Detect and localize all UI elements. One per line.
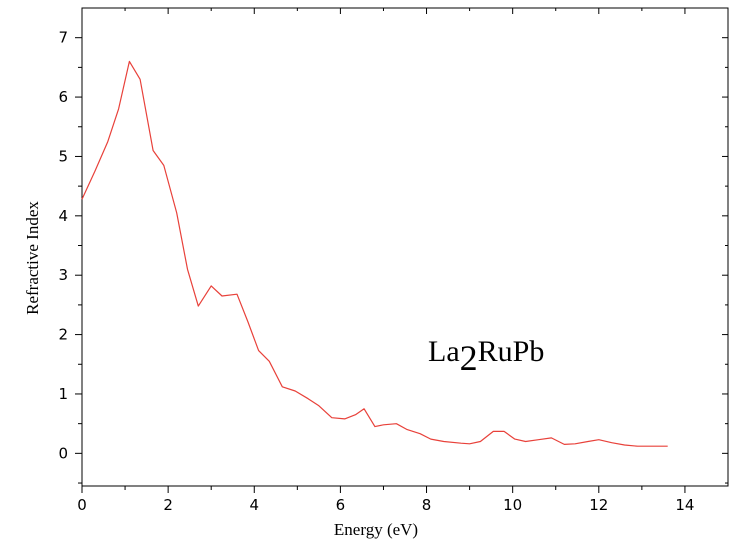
y-tick-label: 7	[58, 29, 68, 47]
x-axis-title: Energy (eV)	[334, 520, 418, 539]
ticks	[75, 8, 728, 493]
y-tick-label: 5	[58, 147, 68, 165]
x-tick-label: 14	[675, 496, 694, 514]
compound-label-base: La	[428, 335, 460, 368]
y-axis-title: Refractive Index	[23, 201, 42, 315]
y-tick-label: 1	[58, 385, 68, 403]
x-tick-label: 2	[163, 496, 173, 514]
axes-frame	[81, 7, 729, 487]
compound-label: La2RuPb	[428, 335, 544, 378]
y-tick-label: 2	[58, 326, 68, 344]
y-tick-label: 3	[58, 266, 68, 284]
x-tick-label: 4	[249, 496, 259, 514]
plot-frame	[81, 7, 729, 487]
compound-label-subscript: 2	[460, 338, 478, 378]
plot-area	[81, 60, 668, 447]
x-tick-label: 0	[77, 496, 87, 514]
x-tick-label: 8	[422, 496, 432, 514]
compound-label-rest: RuPb	[478, 335, 545, 368]
x-tick-label: 10	[503, 496, 522, 514]
y-tick-label: 0	[58, 444, 68, 462]
y-tick-label: 4	[58, 207, 68, 225]
y-tick-label: 6	[58, 88, 68, 106]
x-tick-label: 6	[336, 496, 346, 514]
x-tick-label: 12	[589, 496, 608, 514]
series-line-1	[81, 60, 668, 447]
